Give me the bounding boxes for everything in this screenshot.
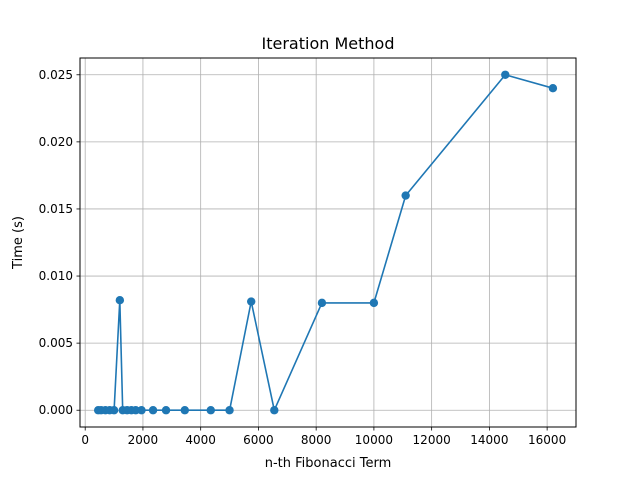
y-tick-label: 0.010 bbox=[39, 269, 73, 283]
x-tick-label: 14000 bbox=[470, 433, 508, 447]
data-point bbox=[161, 406, 171, 415]
x-tick-label: 2000 bbox=[128, 433, 159, 447]
x-axis-label: n-th Fibonacci Term bbox=[265, 456, 392, 471]
x-tick-label: 6000 bbox=[243, 433, 274, 447]
data-point bbox=[109, 406, 119, 415]
data-point bbox=[501, 70, 510, 79]
x-tick-label: 0 bbox=[81, 433, 89, 447]
axis-ticks: 0 2000 4000 6000 8000 10000 12000 14000 16000 0.0… bbox=[39, 68, 567, 447]
y-tick-label: 0.020 bbox=[39, 135, 73, 149]
x-tick-label: 10000 bbox=[355, 433, 393, 447]
data-point bbox=[148, 406, 158, 415]
data-point bbox=[369, 298, 379, 308]
data-point bbox=[115, 295, 125, 305]
data-point bbox=[180, 406, 190, 415]
data-point bbox=[270, 406, 279, 415]
y-tick-label: 0.025 bbox=[39, 68, 73, 82]
data-point bbox=[401, 191, 410, 200]
chart-title: Iteration Method bbox=[262, 34, 395, 53]
y-axis-label: Time (s) bbox=[11, 216, 26, 270]
x-tick-label: 16000 bbox=[528, 433, 566, 447]
data-series bbox=[93, 70, 558, 415]
y-tick-label: 0.005 bbox=[39, 336, 73, 350]
data-point bbox=[317, 298, 327, 308]
data-point bbox=[247, 297, 256, 306]
data-point bbox=[131, 406, 140, 415]
x-tick-label: 12000 bbox=[413, 433, 451, 447]
data-point bbox=[548, 83, 558, 93]
data-point bbox=[206, 406, 215, 415]
x-tick-label: 4000 bbox=[185, 433, 216, 447]
y-tick-label: 0.015 bbox=[39, 202, 73, 216]
grid-lines bbox=[80, 58, 576, 427]
x-tick-label: 8000 bbox=[301, 433, 332, 447]
data-point bbox=[137, 406, 146, 415]
axes-frame bbox=[79, 57, 577, 428]
data-point bbox=[225, 406, 234, 415]
y-tick-label: 0.000 bbox=[39, 403, 73, 417]
